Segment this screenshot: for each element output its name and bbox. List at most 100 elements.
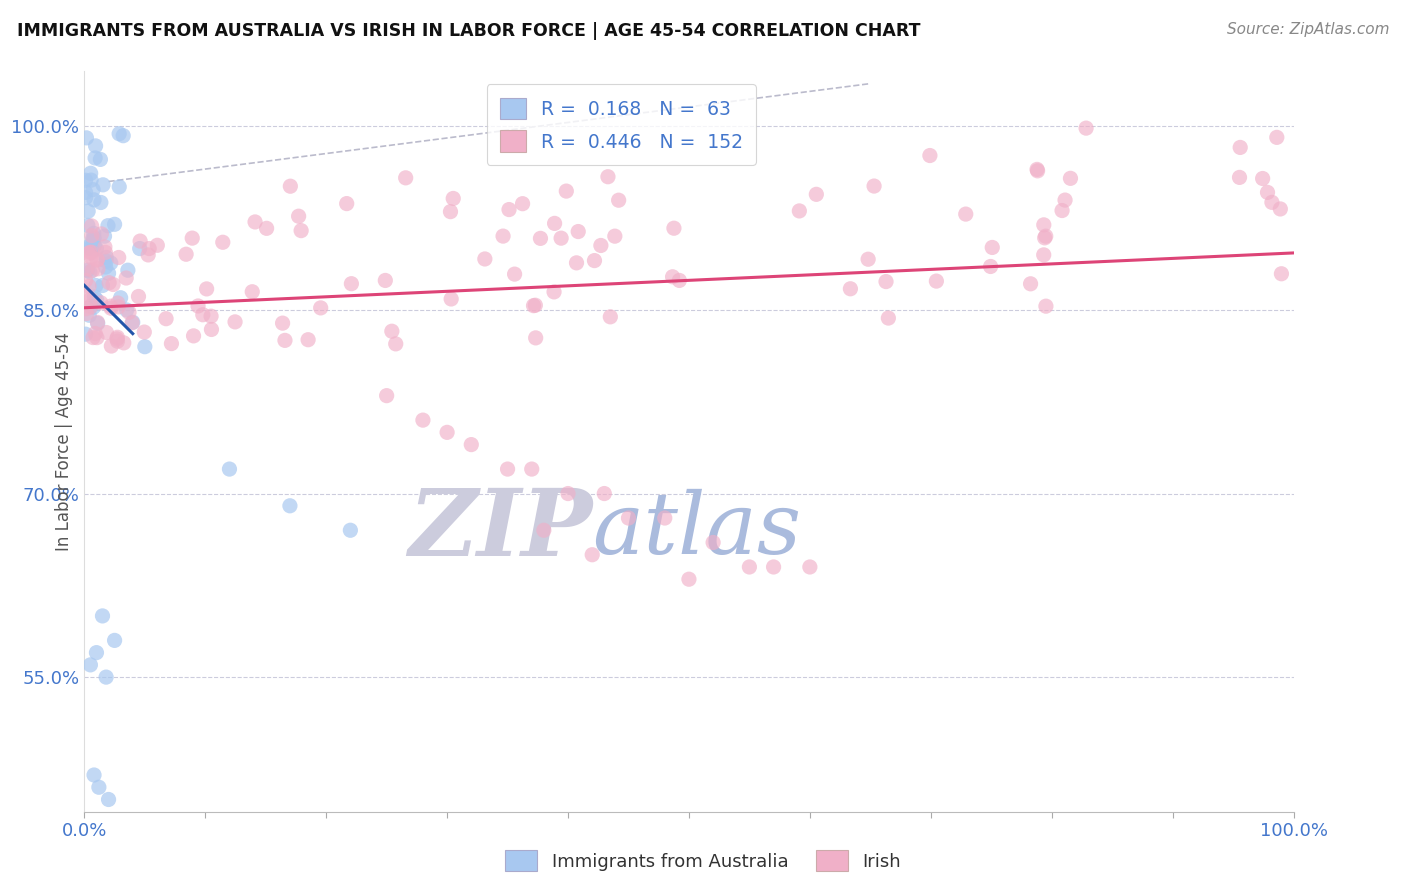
Point — [381, 324, 404, 338]
Point — [84, 278, 107, 293]
Point — [412, 413, 434, 427]
Point — [496, 462, 519, 476]
Point — [76, 263, 98, 277]
Point — [181, 231, 204, 245]
Point — [83, 290, 105, 304]
Point — [79, 265, 101, 279]
Point — [87, 261, 110, 276]
Point — [200, 309, 222, 323]
Point — [183, 329, 205, 343]
Point — [96, 251, 118, 265]
Legend: R =  0.168   N =  63, R =  0.446   N =  152: R = 0.168 N = 63, R = 0.446 N = 152 — [486, 85, 756, 165]
Point — [84, 326, 107, 341]
Point — [567, 225, 589, 239]
Point — [86, 242, 108, 256]
Point — [543, 216, 565, 230]
Point — [90, 195, 112, 210]
Point — [107, 296, 129, 310]
Point — [668, 273, 690, 287]
Point — [77, 246, 100, 260]
Point — [839, 282, 862, 296]
Point — [155, 311, 177, 326]
Point — [607, 193, 630, 207]
Point — [512, 196, 534, 211]
Point — [290, 224, 312, 238]
Point — [256, 221, 278, 235]
Point — [243, 215, 266, 229]
Point — [1035, 229, 1057, 244]
Point — [82, 234, 104, 248]
Point — [654, 511, 676, 525]
Point — [599, 310, 621, 324]
Point — [543, 285, 565, 299]
Point — [134, 340, 156, 354]
Point — [75, 191, 97, 205]
Point — [121, 316, 143, 330]
Point — [86, 315, 108, 329]
Point — [524, 331, 547, 345]
Point — [529, 231, 551, 245]
Point — [524, 298, 547, 312]
Point — [79, 308, 101, 322]
Point — [80, 228, 103, 243]
Point — [440, 292, 463, 306]
Point — [76, 219, 98, 233]
Point — [97, 219, 120, 233]
Point — [1032, 218, 1054, 232]
Point — [875, 275, 897, 289]
Point — [1050, 203, 1073, 218]
Point — [336, 196, 359, 211]
Point — [79, 245, 101, 260]
Point — [80, 251, 103, 265]
Point — [662, 221, 685, 235]
Point — [297, 333, 319, 347]
Point — [118, 305, 141, 319]
Point — [224, 315, 246, 329]
Point — [191, 308, 214, 322]
Point — [76, 306, 98, 320]
Point — [596, 169, 619, 184]
Point — [1257, 186, 1279, 200]
Point — [77, 241, 100, 255]
Point — [83, 231, 105, 245]
Point — [83, 227, 105, 241]
Point — [441, 191, 464, 205]
Point — [77, 279, 100, 293]
Point — [75, 173, 97, 187]
Legend: Immigrants from Australia, Irish: Immigrants from Australia, Irish — [498, 843, 908, 879]
Point — [83, 238, 105, 252]
Point — [75, 186, 97, 200]
Point — [863, 179, 886, 194]
Text: Source: ZipAtlas.com: Source: ZipAtlas.com — [1226, 22, 1389, 37]
Point — [340, 277, 363, 291]
Point — [94, 670, 117, 684]
Point — [557, 486, 579, 500]
Point — [1265, 130, 1288, 145]
Point — [90, 295, 112, 310]
Point — [110, 291, 132, 305]
Point — [115, 303, 138, 318]
Point — [100, 301, 122, 316]
Point — [856, 252, 879, 267]
Point — [75, 131, 97, 145]
Point — [583, 253, 606, 268]
Point — [107, 251, 129, 265]
Point — [98, 276, 121, 290]
Point — [79, 300, 101, 314]
Point — [82, 263, 104, 277]
Point — [395, 170, 418, 185]
Point — [136, 248, 159, 262]
Point — [84, 151, 107, 165]
Point — [94, 260, 117, 274]
Point — [100, 299, 122, 313]
Point — [75, 287, 97, 301]
Point — [1229, 170, 1251, 185]
Point — [200, 322, 222, 336]
Point — [86, 293, 108, 307]
Point — [877, 311, 900, 326]
Point — [128, 242, 150, 256]
Point — [134, 325, 156, 339]
Point — [80, 219, 103, 233]
Point — [1270, 202, 1292, 216]
Point — [678, 572, 700, 586]
